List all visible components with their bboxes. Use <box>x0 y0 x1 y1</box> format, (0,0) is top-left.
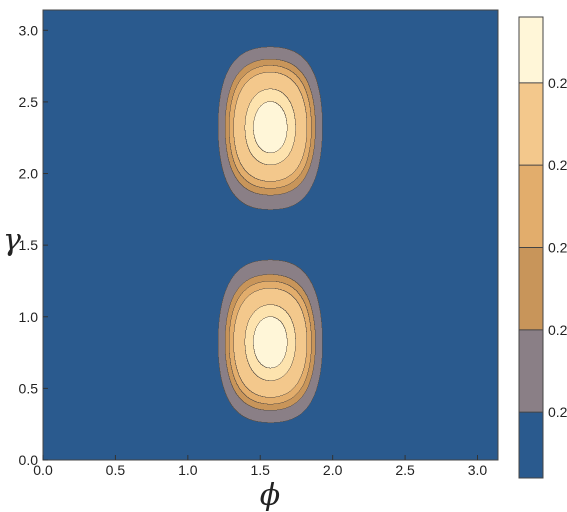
x-tick-label: 0.0 <box>33 462 53 478</box>
contour-raster <box>43 10 498 460</box>
x-tick-label: 1.0 <box>178 462 198 478</box>
plot-area <box>42 9 499 461</box>
colorbar-band <box>519 247 543 330</box>
colorbar-band <box>519 82 543 166</box>
colorbar-band <box>519 17 543 83</box>
colorbar-band <box>519 165 543 248</box>
y-tick-label: 2.5 <box>19 94 39 110</box>
y-axis-ticks: 0.0 0.5 1.0 1.5 2.0 2.5 3.0 <box>19 22 48 468</box>
y-tick-label: 3.0 <box>19 22 39 38</box>
y-axis-label: γ <box>3 223 21 258</box>
colorbar-tick-label: 0.24 <box>548 75 567 91</box>
colorbar-band <box>519 329 543 413</box>
colorbar-band <box>519 412 543 478</box>
colorbar-tick-label: 0.23 <box>548 157 567 173</box>
plot-frame <box>42 9 499 461</box>
y-tick-label: 1.0 <box>19 309 39 325</box>
colorbar-tick-label: 0.22 <box>548 240 567 256</box>
x-tick-label: 1.5 <box>251 462 271 478</box>
x-tick-label: 2.5 <box>395 462 415 478</box>
y-tick-label: 1.5 <box>19 237 39 253</box>
colorbar: 0.20 0.21 0.22 0.23 0.24 <box>518 16 567 479</box>
y-tick-label: 0.5 <box>19 380 39 396</box>
colorbar-tick-label: 0.21 <box>548 322 567 338</box>
x-tick-label: 3.0 <box>468 462 488 478</box>
colorbar-tick-label: 0.20 <box>548 404 567 420</box>
x-tick-label: 2.0 <box>323 462 343 478</box>
x-tick-label: 0.5 <box>106 462 126 478</box>
y-tick-label: 2.0 <box>19 166 39 182</box>
x-axis-ticks: 0.0 0.5 1.0 1.5 2.0 2.5 3.0 <box>33 455 487 478</box>
y-tick-label: 0.0 <box>19 452 39 468</box>
x-axis-label: ϕ <box>260 478 280 512</box>
contour-field <box>43 10 498 460</box>
